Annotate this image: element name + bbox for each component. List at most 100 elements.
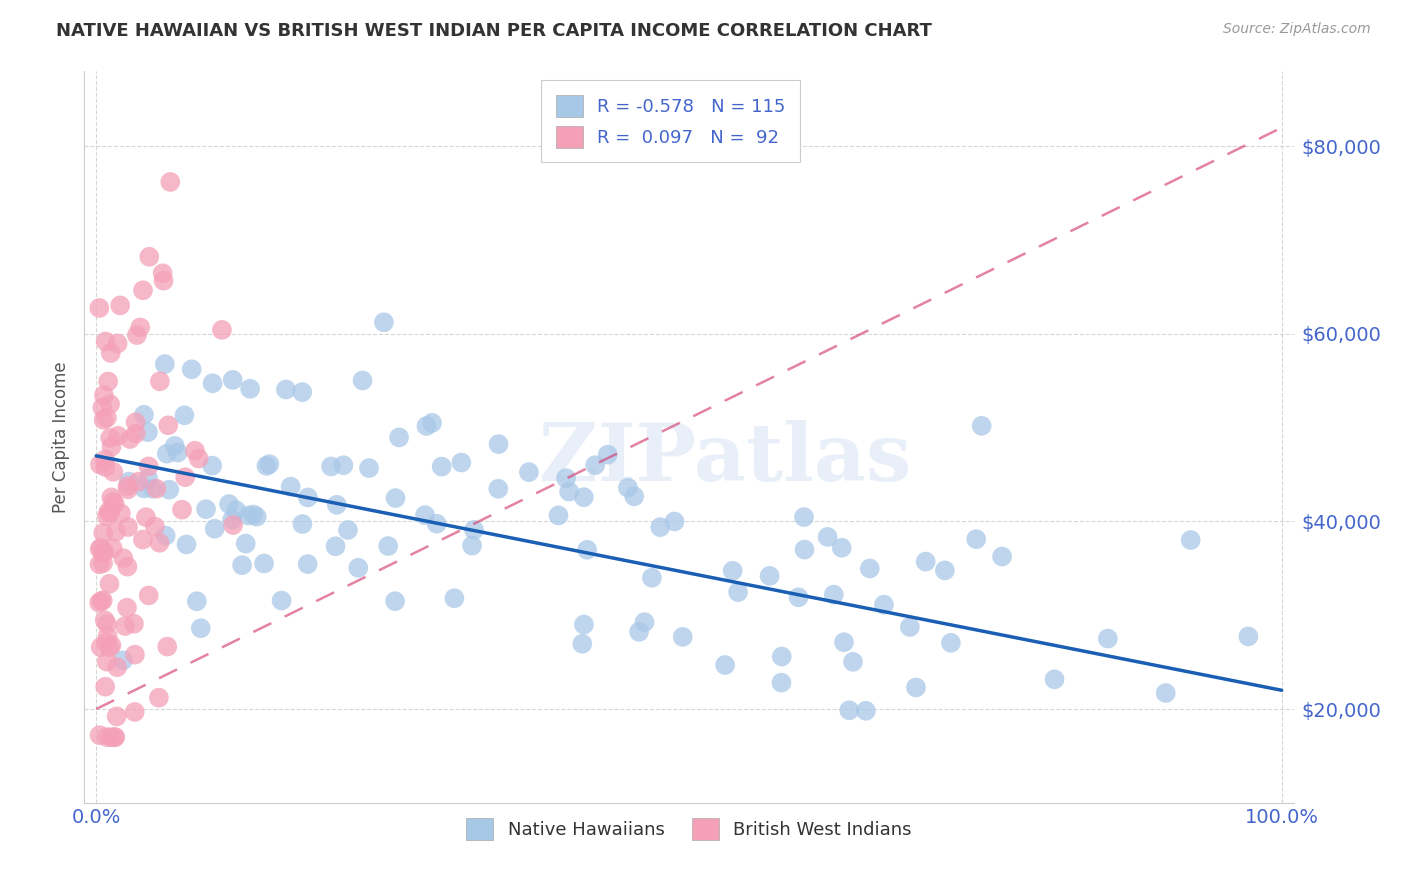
Point xyxy=(117,483,139,497)
Point xyxy=(184,443,207,458)
Point xyxy=(583,458,606,472)
Text: ZIPatlas: ZIPatlas xyxy=(538,420,911,498)
Point xyxy=(89,596,111,610)
Point xyxy=(127,475,149,489)
Point xyxy=(98,640,121,655)
Point xyxy=(93,388,115,402)
Point xyxy=(136,425,159,439)
Point xyxy=(1043,673,1066,687)
Point xyxy=(115,600,138,615)
Point xyxy=(388,430,411,444)
Point xyxy=(89,558,111,572)
Point xyxy=(934,563,956,577)
Point xyxy=(187,451,209,466)
Point xyxy=(96,410,118,425)
Point xyxy=(332,458,354,473)
Point xyxy=(97,375,120,389)
Point xyxy=(555,471,578,485)
Point xyxy=(384,594,406,608)
Point xyxy=(221,513,243,527)
Point xyxy=(633,615,655,629)
Point xyxy=(100,491,122,505)
Point xyxy=(274,383,297,397)
Point xyxy=(420,416,443,430)
Point xyxy=(413,508,436,522)
Point xyxy=(152,266,174,280)
Point xyxy=(787,591,810,605)
Point xyxy=(1097,632,1119,646)
Point xyxy=(297,557,319,571)
Point xyxy=(91,556,114,570)
Point xyxy=(156,640,179,654)
Point xyxy=(142,482,165,496)
Point xyxy=(222,373,245,387)
Point xyxy=(155,528,177,542)
Point xyxy=(96,617,118,632)
Point xyxy=(112,551,135,566)
Point xyxy=(721,564,744,578)
Point xyxy=(770,675,793,690)
Point xyxy=(831,541,853,555)
Point xyxy=(180,362,202,376)
Point xyxy=(259,457,281,471)
Point xyxy=(201,458,224,473)
Point xyxy=(100,638,122,652)
Point xyxy=(97,505,120,519)
Point xyxy=(94,680,117,694)
Point xyxy=(89,458,111,472)
Point xyxy=(617,481,640,495)
Point xyxy=(325,539,347,553)
Point xyxy=(576,542,599,557)
Point xyxy=(124,648,146,662)
Point xyxy=(793,542,815,557)
Point xyxy=(1180,533,1202,547)
Point xyxy=(97,629,120,643)
Point xyxy=(163,439,186,453)
Point xyxy=(101,494,124,508)
Point xyxy=(170,502,193,516)
Point xyxy=(664,515,686,529)
Point xyxy=(105,660,128,674)
Point xyxy=(904,681,927,695)
Point xyxy=(91,546,114,560)
Text: Source: ZipAtlas.com: Source: ZipAtlas.com xyxy=(1223,22,1371,37)
Point xyxy=(132,533,155,547)
Point xyxy=(347,561,370,575)
Point xyxy=(143,519,166,533)
Point xyxy=(714,658,737,673)
Point xyxy=(270,593,292,607)
Point xyxy=(297,491,319,505)
Point xyxy=(98,431,121,445)
Point xyxy=(488,437,510,451)
Point xyxy=(107,429,129,443)
Point xyxy=(94,636,117,650)
Point xyxy=(93,413,115,427)
Point xyxy=(129,320,152,334)
Point xyxy=(450,456,472,470)
Point xyxy=(623,489,645,503)
Point xyxy=(112,653,135,667)
Point xyxy=(430,459,453,474)
Point xyxy=(98,397,121,411)
Point xyxy=(291,385,314,400)
Point xyxy=(377,539,399,553)
Point xyxy=(641,571,664,585)
Point xyxy=(173,409,195,423)
Point xyxy=(132,283,155,297)
Point xyxy=(842,655,865,669)
Point xyxy=(96,655,118,669)
Point xyxy=(157,418,180,433)
Point xyxy=(136,472,159,486)
Point xyxy=(101,541,124,556)
Point xyxy=(628,624,651,639)
Point xyxy=(100,730,122,744)
Point xyxy=(195,502,218,516)
Point xyxy=(239,382,262,396)
Point xyxy=(176,537,198,551)
Point xyxy=(132,408,155,422)
Point xyxy=(104,730,127,744)
Point xyxy=(132,482,155,496)
Point xyxy=(166,445,188,459)
Point xyxy=(246,509,269,524)
Point xyxy=(832,635,855,649)
